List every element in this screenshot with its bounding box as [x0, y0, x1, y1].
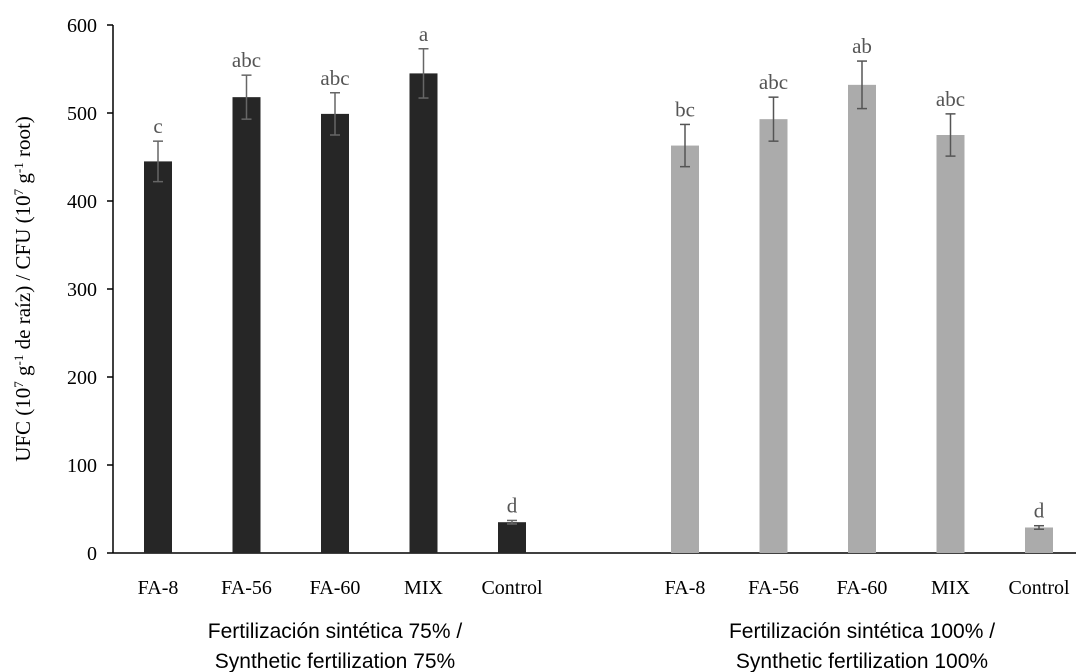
- bar: [671, 145, 699, 553]
- significance-letter: abc: [232, 48, 261, 72]
- y-tick-label: 400: [67, 191, 97, 213]
- x-tick-label: FA-8: [138, 577, 179, 599]
- x-tick-label: MIX: [931, 577, 970, 599]
- significance-letter: abc: [936, 87, 965, 111]
- group-labels: Fertilización sintética 75% / Synthetic f…: [208, 620, 995, 672]
- x-tick-label: FA-56: [221, 577, 272, 599]
- bar: [321, 113, 349, 553]
- x-tick-label: FA-60: [310, 577, 361, 599]
- group-label: Synthetic fertilization 75%: [215, 650, 455, 672]
- x-tick-labels: FA-8 FA-56 FA-60 MIX Control FA-8 FA-56 FA-60 MI…: [138, 577, 1070, 599]
- y-tick-labels: 0 100 200 300 400 500 600: [67, 15, 113, 565]
- significance-letter: c: [153, 114, 162, 138]
- group-label: Fertilización sintética 75% /: [208, 620, 463, 643]
- bar: [936, 135, 965, 553]
- x-tick-label: FA-56: [748, 577, 799, 599]
- y-tick-label: 200: [67, 367, 97, 389]
- x-tick-label: FA-60: [837, 577, 888, 599]
- y-tick-label: 100: [67, 455, 97, 477]
- bar: [759, 119, 788, 553]
- y-tick-label: 600: [67, 15, 97, 37]
- bar: [1025, 527, 1053, 553]
- significance-letter: a: [419, 22, 429, 46]
- y-tick-label: 500: [67, 103, 97, 125]
- group-label: Synthetic fertilization 100%: [736, 650, 988, 672]
- y-axis-title: UFC (107 g-1 de raíz) / CFU (107 g-1 roo…: [11, 116, 36, 462]
- significance-letter: d: [507, 493, 518, 517]
- x-tick-label: FA-8: [665, 577, 706, 599]
- y-axis-label: UFC (107 g-1 de raíz) / CFU (107 g-1 roo…: [11, 116, 36, 462]
- significance-letter: ab: [852, 34, 872, 58]
- x-tick-label: Control: [1008, 577, 1070, 599]
- significance-letter: bc: [675, 97, 695, 121]
- bar: [232, 97, 261, 553]
- bar: [144, 161, 172, 553]
- significance-letter: d: [1034, 499, 1045, 523]
- y-tick-label: 300: [67, 279, 97, 301]
- group-label: Fertilización sintética 100% /: [729, 620, 995, 643]
- bars: c abc abc a d bc abc ab abc d: [144, 22, 1053, 554]
- bar: [409, 73, 438, 554]
- bar: [848, 84, 876, 553]
- x-tick-label: Control: [481, 577, 543, 599]
- bar: [498, 522, 526, 553]
- significance-letter: abc: [320, 66, 349, 90]
- x-tick-label: MIX: [404, 577, 443, 599]
- y-tick-label: 0: [87, 543, 97, 565]
- significance-letter: abc: [759, 70, 788, 94]
